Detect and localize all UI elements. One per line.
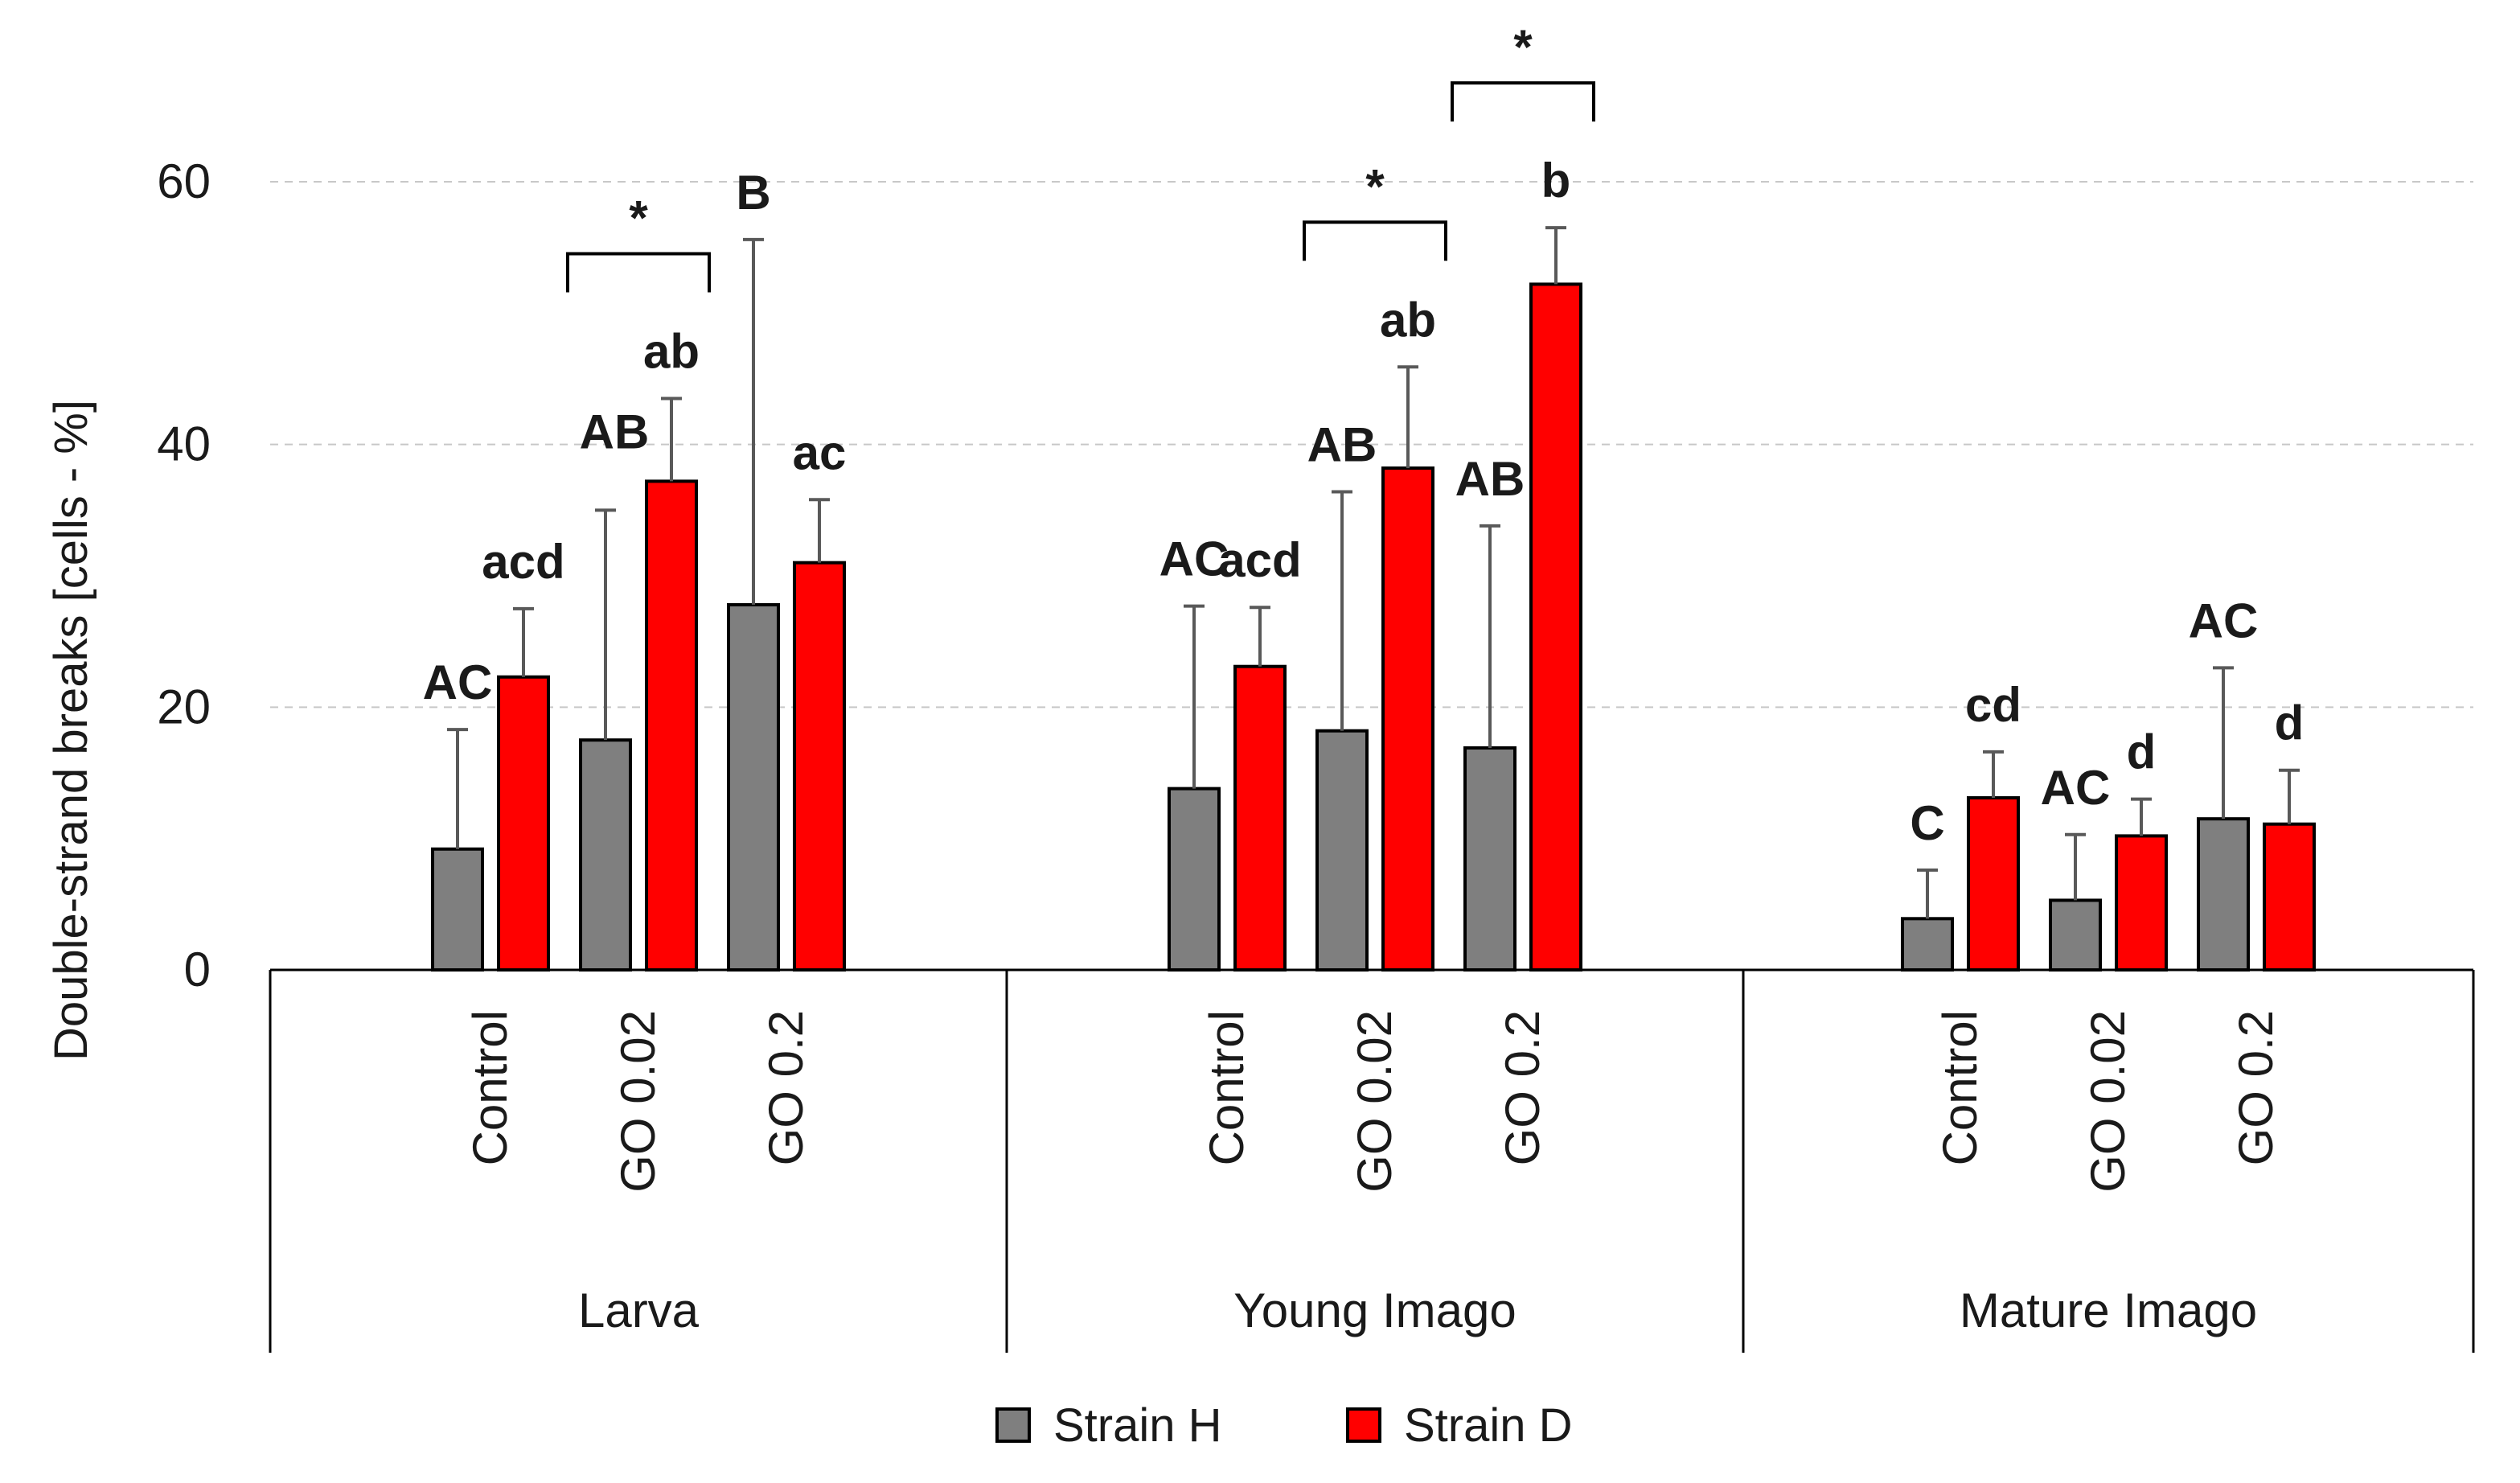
significance-letter: d [2275,696,2305,750]
x-category-label: GO 0.02 [611,1010,665,1193]
bar-strain-h [727,602,780,972]
bar-strain-h [579,738,632,972]
significance-star: * [1513,20,1533,74]
bar-strain-h [1168,787,1221,972]
significance-letter: AC [423,655,493,709]
x-category-label: Control [1200,1010,1254,1165]
significance-bracket [1303,220,1447,261]
y-axis-ticks: 0 20 40 60 [157,154,211,996]
x-category-label: GO 0.2 [2229,1010,2283,1165]
significance-letter: AC [2041,761,2111,815]
significance-star: * [629,191,648,245]
bars [431,282,2316,972]
gridlines [270,181,2473,709]
significance-letter: AB [580,405,650,459]
significance-letter: ab [643,325,700,379]
significance-letter: C [1910,796,1944,850]
bar-strain-d [793,561,846,972]
x-category-label: GO 0.2 [1496,1010,1549,1165]
significance-letter: B [736,166,770,220]
significance-letter: AC [2189,594,2259,647]
error-bars [447,226,2300,919]
legend-swatch [995,1407,1031,1443]
bar-strain-d [1529,282,1582,972]
x-category-label: GO 0.02 [2081,1010,2135,1193]
significance-letter: cd [1965,678,2021,732]
bar-strain-d [2263,822,2316,972]
bar-strain-h [431,847,484,972]
x-category-label: Control [463,1010,517,1165]
bar-strain-d [645,479,698,972]
significance-letter: AB [1455,452,1525,506]
bar-strain-d [1233,664,1287,972]
bar-strain-h [1901,917,1954,972]
significance-brackets: * * * [566,20,1595,293]
bar-strain-h [2197,817,2250,972]
x-category-label: Control [1933,1010,1987,1165]
x-group-label: Mature Imago [1960,1284,2257,1337]
legend: Strain H Strain D [995,1399,1573,1452]
bar-strain-h [1463,746,1517,972]
significance-letter: acd [482,535,564,589]
bar-strain-h [2049,898,2102,972]
x-axis-labels: Control GO 0.02 GO 0.2 Larva Control GO 0.02 G… [463,1010,2283,1337]
x-category-label: GO 0.02 [1348,1010,1402,1193]
significance-letter: d [2127,725,2157,779]
legend-label: Strain H [1053,1399,1222,1452]
axes [269,968,2475,1353]
legend-label: Strain D [1404,1399,1573,1452]
y-tick-label: 60 [157,154,211,208]
significance-letter: AB [1307,417,1377,471]
bar-strain-h [1315,729,1369,972]
bar-strain-d [1381,466,1434,972]
y-axis-label: Double-strand breaks [cells - %] [45,400,97,1061]
bar-strain-d [1967,796,2020,972]
legend-swatch [1346,1407,1381,1443]
significance-letter: b [1541,154,1571,207]
bar-strain-d [497,675,550,972]
significance-letter: AC [1159,532,1229,586]
x-group-label: Young Imago [1233,1284,1516,1337]
y-tick-label: 0 [184,943,211,996]
y-tick-label: 20 [157,680,211,733]
y-tick-label: 40 [157,417,211,471]
significance-letter: acd [1218,533,1301,587]
significance-bracket [566,252,711,293]
x-category-label: GO 0.2 [759,1010,813,1165]
significance-letter: ab [1380,293,1436,347]
x-group-label: Larva [578,1284,700,1337]
bar-strain-d [2115,834,2168,972]
significance-star: * [1365,159,1385,213]
significance-bracket [1451,81,1595,122]
significance-letter: ac [793,425,847,479]
